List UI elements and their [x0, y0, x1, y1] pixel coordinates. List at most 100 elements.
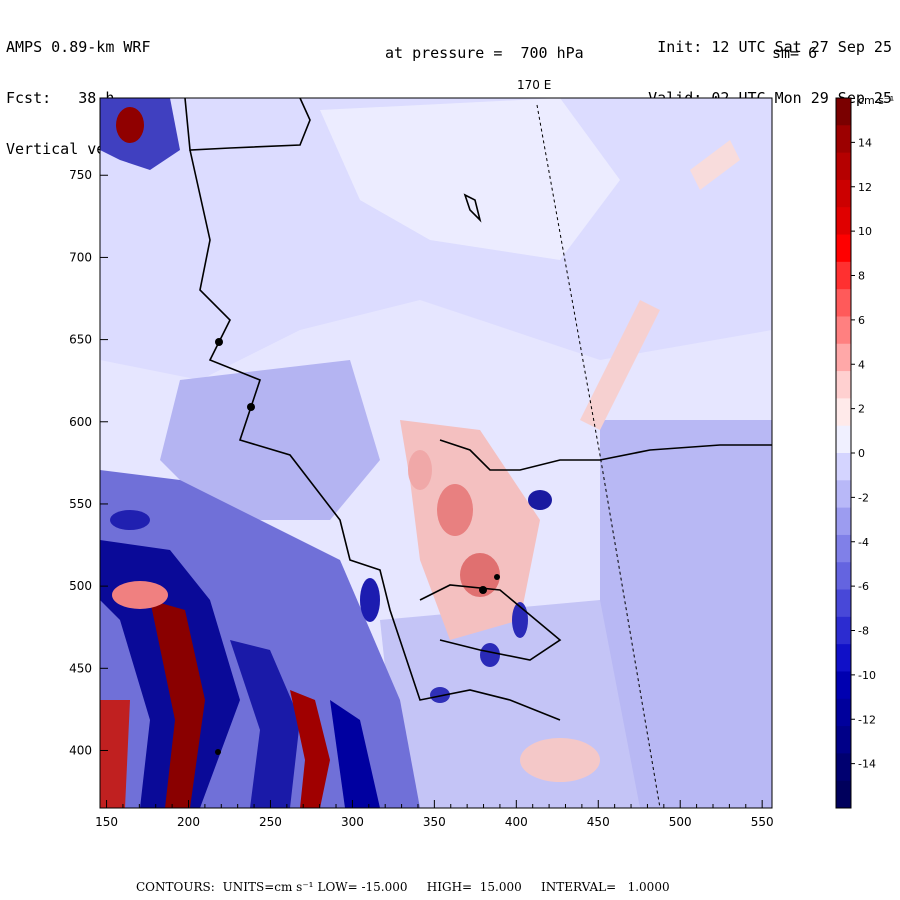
colorbar-label: 2 — [858, 403, 865, 416]
colorbar-swatch — [836, 644, 851, 672]
y-tick-label: 600 — [69, 415, 92, 429]
y-tick-label: 500 — [69, 579, 92, 593]
colorbar-units: cm s⁻¹ — [858, 94, 894, 107]
y-tick-label: 400 — [69, 743, 92, 757]
y-axis-ticks: 750 700 650 600 550 500 450 400 — [69, 168, 108, 757]
x-tick-label: 450 — [587, 815, 610, 829]
colorbar-swatch — [836, 562, 851, 591]
colorbar-label: -14 — [858, 758, 876, 771]
ascent-band-northeast — [580, 300, 660, 430]
colorbar-label: 14 — [858, 136, 872, 149]
colorbar-swatch — [836, 698, 851, 727]
descent-core-a — [360, 578, 380, 622]
x-tick-label: 150 — [95, 815, 118, 829]
y-tick-label: 750 — [69, 168, 92, 182]
meridian-170E-line — [536, 104, 661, 809]
y-tick-label: 550 — [69, 497, 92, 511]
colorbar-swatch — [836, 425, 851, 454]
coastline-north — [184, 97, 311, 151]
footer-units: UNITS=cm s⁻¹ — [222, 880, 314, 894]
wave-strong-ascent-2 — [290, 690, 330, 808]
colorbar-swatch — [836, 343, 851, 372]
x-tick-label: 250 — [259, 815, 282, 829]
x-tick-label: 200 — [177, 815, 200, 829]
ascent-core-2 — [460, 553, 500, 597]
ascent-band-east — [690, 140, 740, 190]
colorbar-swatch — [836, 780, 851, 809]
colorbar-label: 0 — [858, 447, 865, 460]
descent-core-d — [480, 643, 500, 667]
colorbar: 14 12 10 8 6 4 2 0 -2 -4 -6 -8 -10 -12 -14 — [835, 97, 876, 809]
colorbar-label: 12 — [858, 181, 872, 194]
colorbar-swatch — [836, 152, 851, 181]
ascent-core-1 — [437, 484, 473, 536]
map-frame — [99, 97, 773, 809]
colorbar-label: -4 — [858, 536, 869, 549]
colorbar-label: 10 — [858, 225, 872, 238]
ascent-patch-west — [112, 581, 168, 609]
colorbar-swatch — [836, 234, 851, 263]
footer-low: LOW= -15.000 — [317, 880, 408, 894]
colorbar-swatch — [836, 371, 851, 399]
colorbar-label: 4 — [858, 358, 865, 371]
wave-strong-ascent-3 — [100, 700, 130, 808]
coastline-northeast-island — [463, 193, 482, 223]
ascent-core-3 — [408, 450, 432, 490]
x-tick-label: 550 — [751, 815, 774, 829]
pressure-level: at pressure = 700 hPa — [385, 44, 584, 62]
coastlines — [184, 97, 772, 721]
near-zero-region-northeast — [320, 98, 620, 260]
ascent-patch-south — [520, 738, 600, 782]
subsidence-region-east — [600, 420, 772, 808]
contour-footer: CONTOURS: UNITS=cm s⁻¹ LOW= -15.000 HIGH=… — [136, 880, 674, 894]
descent-core-e — [430, 687, 450, 703]
y-tick-label: 450 — [69, 661, 92, 675]
colorbar-swatch — [836, 207, 851, 236]
init-time: Init: 12 UTC Sat 27 Sep 25 — [657, 38, 892, 56]
colorbar-swatch — [836, 534, 851, 563]
colorbar-swatch — [836, 125, 851, 154]
ascent-zone-central — [400, 420, 540, 640]
colorbar-swatch — [836, 179, 851, 208]
station-dot-5 — [215, 749, 221, 755]
colorbar-swatch — [836, 589, 851, 618]
x-tick-label: 500 — [669, 815, 692, 829]
colorbar-label: -8 — [858, 625, 869, 638]
meridian-label: 170 E — [517, 78, 552, 92]
colorbar-swatch — [836, 480, 851, 509]
footer-interval: INTERVAL= 1.0000 — [541, 880, 670, 894]
subsidence-region-south — [380, 600, 640, 808]
subsidence-region-center — [160, 360, 380, 520]
wave-strong-descent-2 — [230, 640, 300, 808]
x-tick-label: 350 — [423, 815, 446, 829]
colorbar-swatch — [836, 398, 851, 427]
coastline-ross-ice-shelf-edge — [189, 149, 561, 721]
colorbar-swatch — [836, 616, 851, 645]
station-dot-1 — [215, 338, 223, 346]
y-tick-label: 700 — [69, 250, 92, 264]
footer-contours: CONTOURS: — [136, 880, 215, 894]
colorbar-label: -12 — [858, 713, 876, 726]
colorbar-swatch — [836, 453, 851, 481]
x-axis-ticks: 150 200 250 300 350 400 450 500 550 — [95, 800, 774, 829]
descent-core-west — [110, 510, 150, 530]
colorbar-swatch — [836, 261, 851, 290]
station-dot-3 — [479, 586, 487, 594]
colorbar-swatch — [836, 507, 851, 536]
colorbar-label: -6 — [858, 580, 869, 593]
station-dot-2 — [247, 403, 255, 411]
forecast-label: Fcst: — [6, 89, 52, 107]
footer-high: HIGH= 15.000 — [426, 880, 522, 894]
colorbar-label: -10 — [858, 669, 876, 682]
colorbar-swatch — [836, 289, 851, 317]
colorbar-label: 6 — [858, 314, 865, 327]
vertical-velocity-field — [100, 98, 772, 808]
station-dot-4 — [494, 574, 500, 580]
ascent-core-northwest — [116, 107, 144, 143]
smoothing-label: sm= 6 — [772, 44, 818, 62]
colorbar-swatch — [836, 316, 851, 345]
descent-core-c — [528, 490, 552, 510]
colorbar-label: -2 — [858, 491, 869, 504]
colorbar-swatch — [836, 753, 851, 782]
